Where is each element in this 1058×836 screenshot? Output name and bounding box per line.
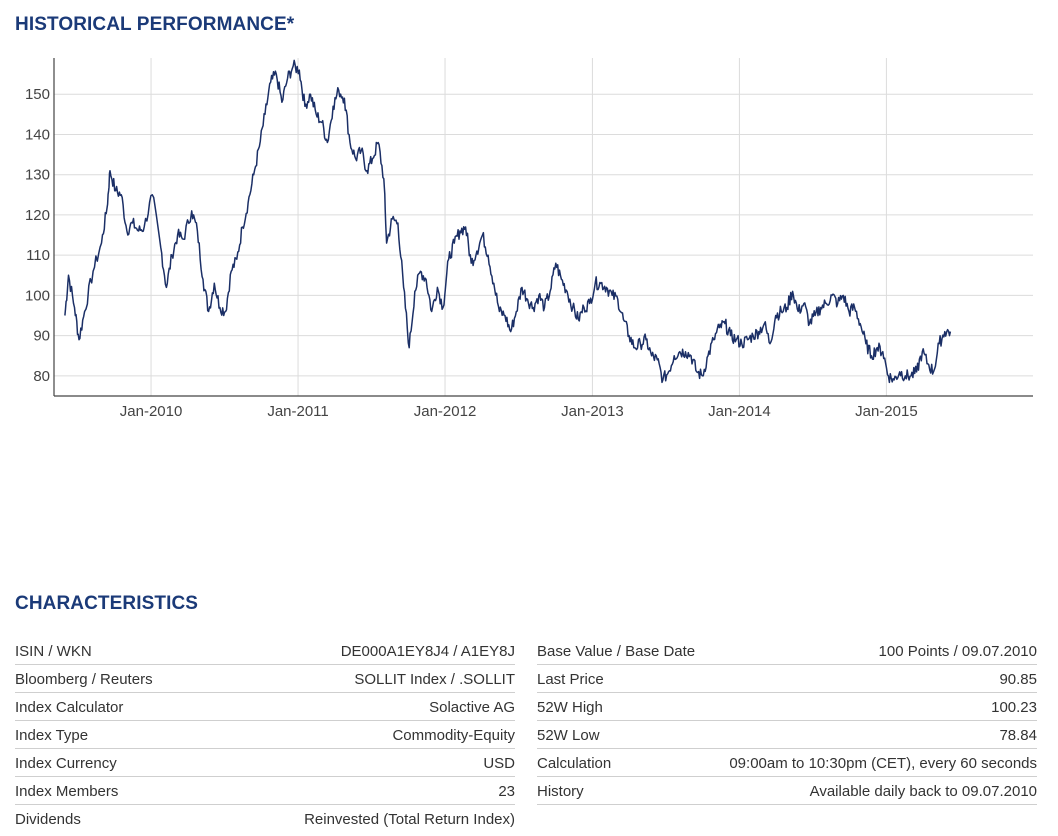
char-row-calculator: Index Calculator Solactive AG [15,693,515,721]
char-label: Last Price [537,670,604,688]
char-label: 52W High [537,698,603,716]
char-label: Calculation [537,754,612,772]
char-value: 100 Points / 09.07.2010 [878,642,1037,660]
char-value: USD [483,754,515,772]
char-row-52w-low: 52W Low 78.84 [537,721,1037,749]
y-tick-label: 100 [25,287,50,304]
char-value: Solactive AG [429,698,515,716]
char-value: DE000A1EY8J4 / A1EY8J [340,642,515,660]
char-label: Index Calculator [15,698,124,716]
char-label: ISIN / WKN [15,642,92,660]
char-row-52w-high: 52W High 100.23 [537,693,1037,721]
char-row-dividends: Dividends Reinvested (Total Return Index… [15,805,515,832]
char-label: 52W Low [537,726,600,744]
char-row-bloomberg: Bloomberg / Reuters SOLLIT Index / .SOLL… [15,665,515,693]
char-value: 78.84 [999,726,1037,744]
char-label: History [537,782,584,800]
x-tick-label: Jan-2013 [561,403,624,420]
y-tick-label: 110 [26,247,50,264]
y-tick-label: 120 [25,207,50,224]
x-tick-label: Jan-2015 [855,403,918,420]
char-value: Available daily back to 09.07.2010 [809,782,1037,800]
char-row-calculation: Calculation 09:00am to 10:30pm (CET), ev… [537,749,1037,777]
char-value: 100.23 [991,698,1037,716]
index-performance-line [64,59,952,384]
characteristics-title: CHARACTERISTICS [15,593,199,614]
performance-chart: Jan-2010 Jan-2011 Jan-2012 Jan-2013 Jan-2014… [25,58,1033,420]
char-row-history: History Available daily back to 09.07.20… [537,777,1037,805]
char-row-index-type: Index Type Commodity-Equity [15,721,515,749]
char-value: 09:00am to 10:30pm (CET), every 60 secon… [729,754,1037,772]
x-tick-label: Jan-2010 [120,403,183,420]
y-tick-label: 90 [33,328,50,345]
char-value: Commodity-Equity [392,726,515,744]
char-label: Index Members [15,782,119,800]
char-row-last-price: Last Price 90.85 [537,665,1037,693]
char-label: Index Currency [15,754,117,772]
char-value: Reinvested (Total Return Index) [304,810,515,828]
y-tick-label: 140 [25,126,50,143]
historical-performance-title: HISTORICAL PERFORMANCE* [15,14,295,35]
char-label: Bloomberg / Reuters [15,670,153,688]
char-label: Base Value / Base Date [537,642,696,660]
char-value: SOLLIT Index / .SOLLIT [354,670,515,688]
char-label: Index Type [15,726,89,744]
y-tick-label: 80 [33,368,50,385]
characteristics-left-table: ISIN / WKN DE000A1EY8J4 / A1EY8J Bloombe… [15,637,515,832]
char-value: 23 [498,782,515,800]
characteristics-right-table: Base Value / Base Date 100 Points / 09.0… [537,637,1037,805]
char-value: 90.85 [999,670,1037,688]
char-row-currency: Index Currency USD [15,749,515,777]
char-row-isin: ISIN / WKN DE000A1EY8J4 / A1EY8J [15,637,515,665]
x-tick-label: Jan-2011 [267,403,328,420]
y-tick-label: 150 [25,86,50,103]
y-tick-label: 130 [25,167,50,184]
char-label: Dividends [15,810,81,828]
x-tick-label: Jan-2014 [708,403,771,420]
char-row-base-value: Base Value / Base Date 100 Points / 09.0… [537,637,1037,665]
x-tick-label: Jan-2012 [414,403,477,420]
char-row-members: Index Members 23 [15,777,515,805]
